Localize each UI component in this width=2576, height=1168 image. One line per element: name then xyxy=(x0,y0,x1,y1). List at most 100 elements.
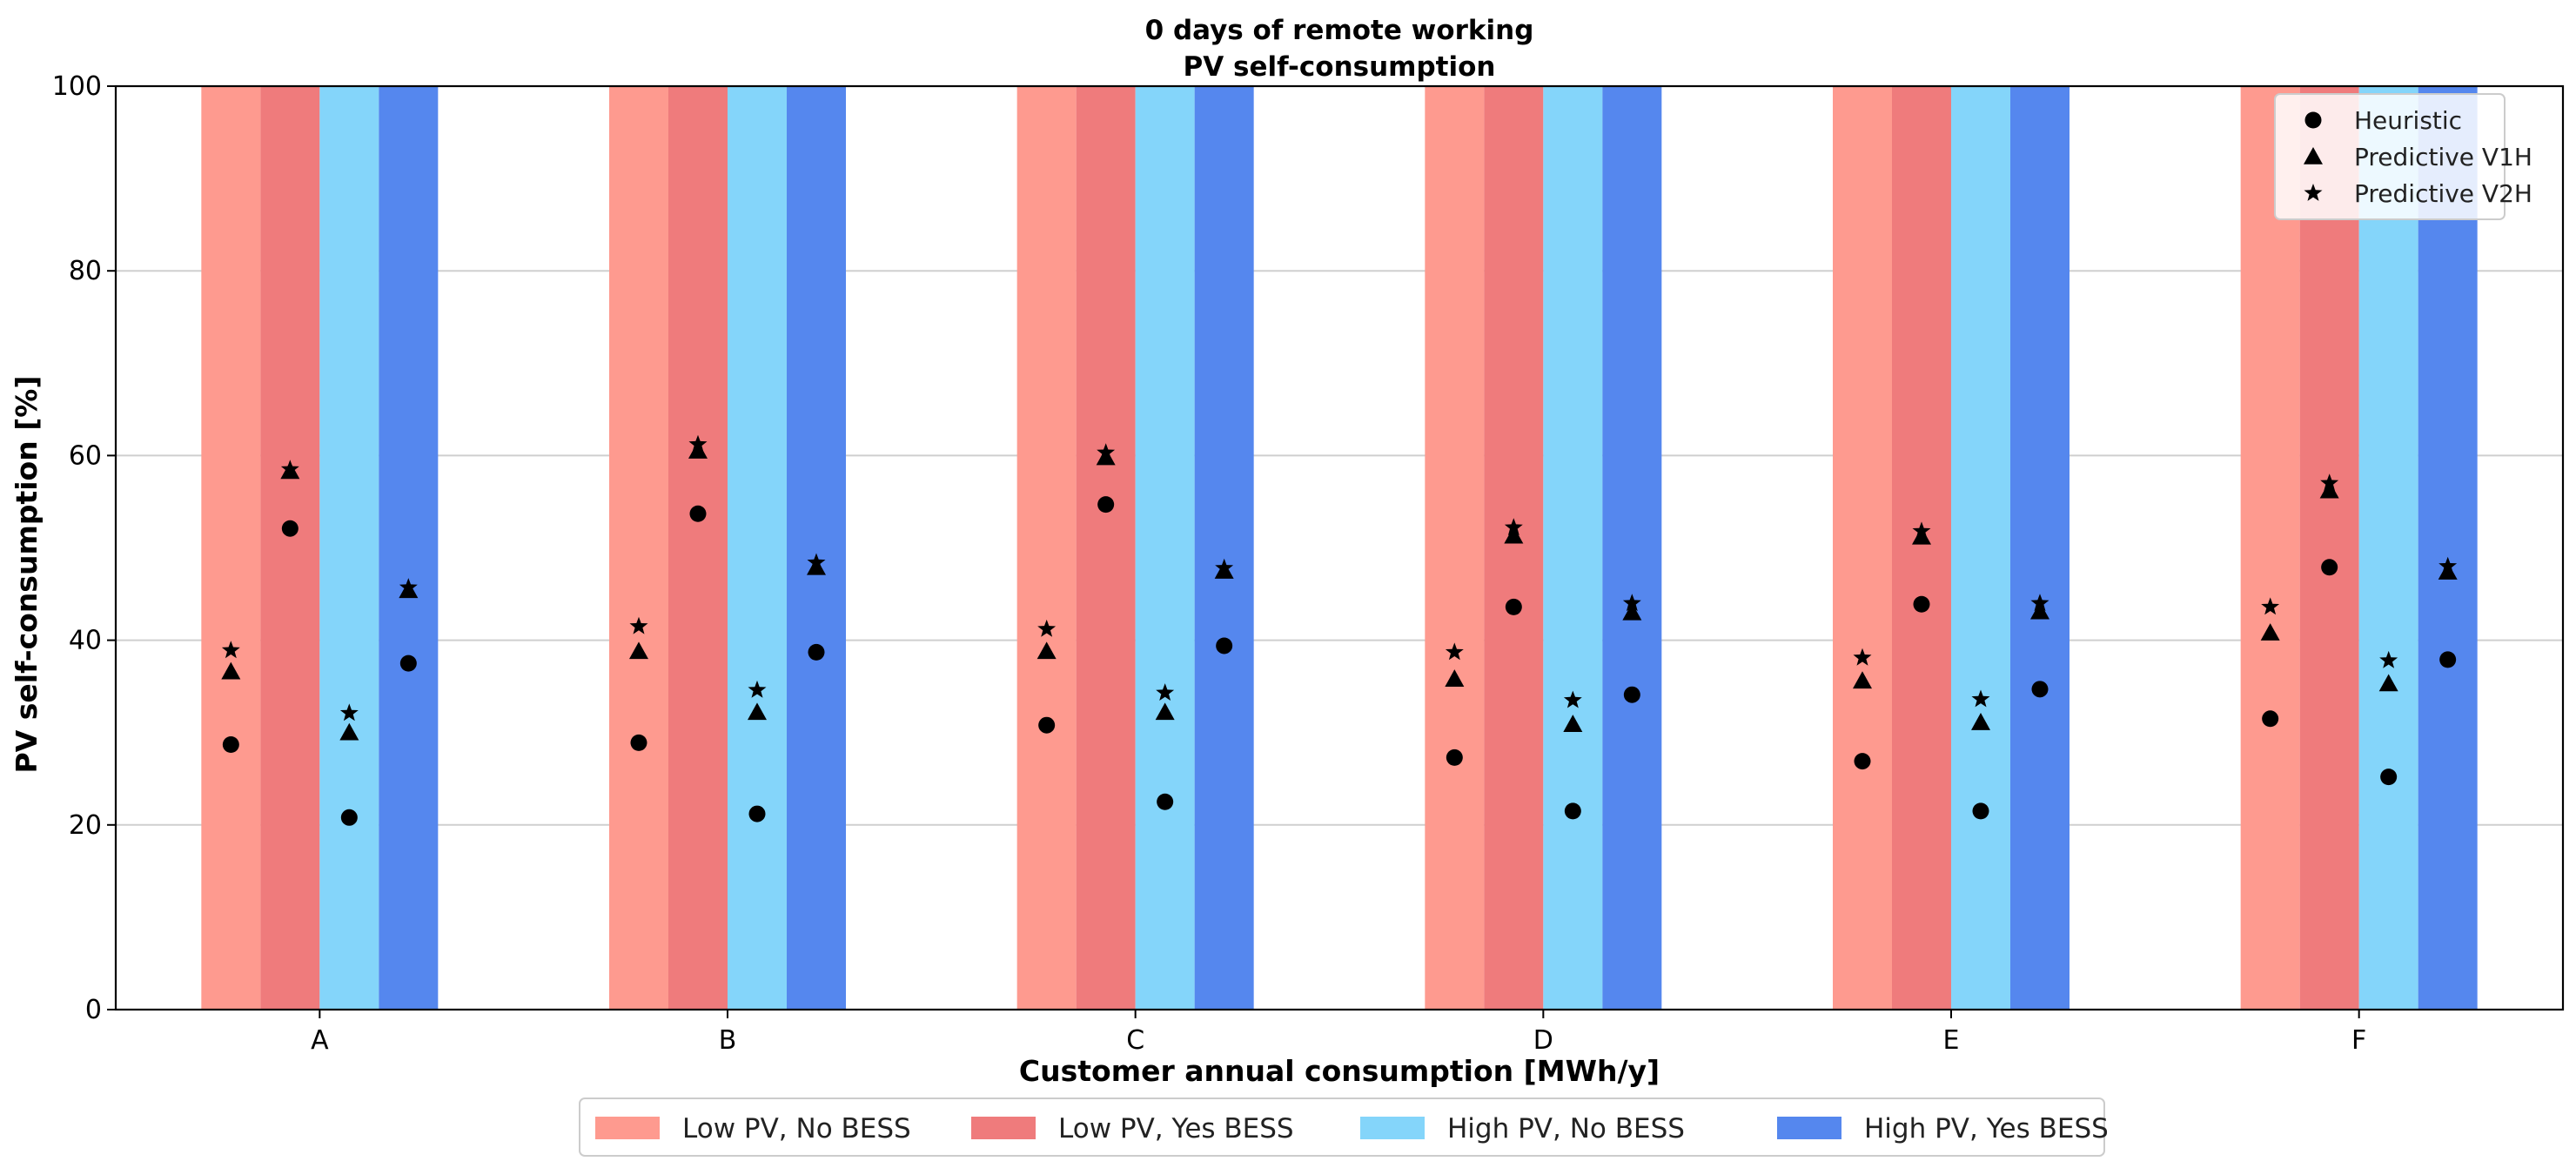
legend-label: High PV, No BESS xyxy=(1447,1113,1685,1145)
data-point-star xyxy=(1215,558,1234,576)
data-point-triangle xyxy=(221,661,241,680)
legend-swatch xyxy=(595,1117,660,1139)
data-point-circle xyxy=(1564,802,1581,820)
data-point-triangle xyxy=(2378,674,2398,692)
plot-frame xyxy=(114,84,2565,1011)
ticks-layer: 0 20 40 60 80 100 A B C D E F xyxy=(52,71,2367,1056)
data-point-star xyxy=(1037,619,1057,637)
bar xyxy=(2240,86,2300,1010)
legend-label: Predictive V2H xyxy=(2354,179,2532,208)
y-tick-label: 0 xyxy=(85,995,102,1025)
data-point-triangle xyxy=(748,702,767,721)
bar xyxy=(260,86,320,1010)
legend-label: Predictive V1H xyxy=(2354,143,2532,171)
legend-label: Low PV, No BESS xyxy=(682,1113,911,1145)
data-point-circle xyxy=(1446,748,1463,766)
data-point-circle xyxy=(1038,716,1056,734)
data-point-triangle xyxy=(688,441,708,459)
bar xyxy=(1951,86,2010,1010)
legend-marker-star xyxy=(2304,184,2323,201)
bar xyxy=(319,86,379,1010)
bars-layer xyxy=(201,86,2478,1010)
data-point-circle xyxy=(2031,681,2049,698)
bar xyxy=(1543,86,1603,1010)
chart-title: 0 days of remote working xyxy=(1145,15,1534,46)
legend-label: Heuristic xyxy=(2354,106,2462,135)
bar xyxy=(1194,86,1254,1010)
data-point-star xyxy=(2379,650,2398,668)
data-point-star xyxy=(1622,594,1641,612)
bar xyxy=(787,86,846,1010)
x-tick-label: D xyxy=(1533,1025,1553,1056)
bar xyxy=(1425,86,1485,1010)
data-point-star xyxy=(2261,597,2280,615)
data-point-star xyxy=(1853,648,1872,666)
data-point-triangle xyxy=(629,641,648,660)
bar xyxy=(379,86,439,1010)
data-point-star xyxy=(221,641,240,659)
x-tick-label: A xyxy=(311,1025,329,1056)
data-point-circle xyxy=(281,520,299,537)
bar xyxy=(668,86,728,1010)
x-tick-label: E xyxy=(1943,1025,1960,1056)
data-point-star xyxy=(1971,689,1990,708)
data-point-triangle xyxy=(1622,602,1642,621)
bar xyxy=(1833,86,1892,1010)
x-axis-label: Customer annual consumption [MWh/y] xyxy=(1019,1054,1660,1088)
data-point-star xyxy=(1445,642,1464,661)
legend-swatch xyxy=(1360,1117,1425,1139)
data-point-star xyxy=(1563,690,1582,708)
data-point-triangle xyxy=(339,722,359,741)
data-point-triangle xyxy=(1853,671,1872,689)
legend-swatch xyxy=(1777,1117,1841,1139)
data-point-circle xyxy=(1913,595,1930,613)
data-point-star xyxy=(748,680,767,698)
grid-layer xyxy=(116,85,2563,1010)
bar xyxy=(1135,86,1195,1010)
data-point-triangle xyxy=(2260,623,2280,641)
marker-legend-frame xyxy=(2274,93,2506,220)
data-point-triangle xyxy=(2030,601,2049,620)
bar xyxy=(201,86,261,1010)
data-point-star xyxy=(629,616,648,634)
y-tick-label: 100 xyxy=(52,71,102,102)
data-point-circle xyxy=(1854,753,1871,770)
marker-legend: Heuristic Predictive V1H Predictive V2H xyxy=(2274,93,2532,220)
axes-layer xyxy=(114,84,2565,1011)
legend-swatch xyxy=(971,1117,1036,1139)
data-point-circle xyxy=(1216,637,1233,654)
data-point-star xyxy=(688,434,708,453)
data-point-star xyxy=(1504,518,1523,536)
data-point-triangle xyxy=(1445,669,1465,687)
x-tick-label: C xyxy=(1126,1025,1144,1056)
data-point-circle xyxy=(2439,651,2457,668)
data-point-star xyxy=(1097,443,1116,461)
data-point-triangle xyxy=(1036,641,1057,660)
bar xyxy=(728,86,787,1010)
markers-layer xyxy=(221,434,2458,826)
y-tick-label: 20 xyxy=(69,810,102,841)
x-tick-label: F xyxy=(2351,1025,2366,1056)
y-axis-label: PV self-consumption [%] xyxy=(10,376,44,774)
data-point-circle xyxy=(1623,686,1640,703)
data-point-star xyxy=(1912,521,1931,540)
data-point-circle xyxy=(1157,793,1174,810)
data-point-star xyxy=(2320,473,2339,492)
data-point-triangle xyxy=(1504,526,1524,544)
data-point-circle xyxy=(748,805,766,822)
bar xyxy=(2010,86,2070,1010)
data-point-circle xyxy=(1972,802,1989,820)
legend-label: High PV, Yes BESS xyxy=(1864,1113,2109,1145)
bar xyxy=(1892,86,1951,1010)
bar xyxy=(2358,86,2418,1010)
data-point-triangle xyxy=(2319,480,2339,499)
data-point-circle xyxy=(2262,710,2279,728)
legend-label: Low PV, Yes BESS xyxy=(1058,1113,1294,1145)
bar xyxy=(2299,86,2359,1010)
bar xyxy=(1016,86,1077,1010)
data-point-triangle xyxy=(1912,527,1931,545)
bar-legend: Low PV, No BESS Low PV, Yes BESS High PV, … xyxy=(579,1098,2109,1157)
data-point-circle xyxy=(399,654,417,672)
